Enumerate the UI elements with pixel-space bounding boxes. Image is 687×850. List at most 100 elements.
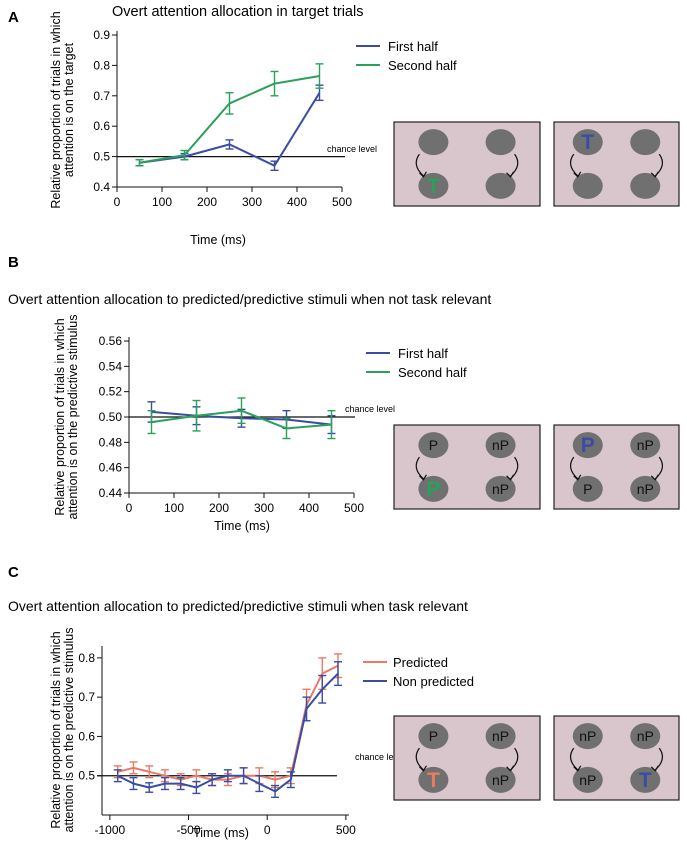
legend-c-label-non-predicted: Non predicted: [393, 674, 474, 689]
x-tick-label: 0: [114, 195, 121, 209]
stimulus-disc: [418, 766, 449, 793]
transition-arrow-head: [506, 765, 515, 772]
y-tick-label: 0.5: [78, 769, 95, 783]
y-tick-label: 0.9: [93, 28, 110, 42]
trial-box-frame: [393, 715, 541, 801]
stimulus-label: nP: [492, 772, 509, 788]
series-line: [117, 664, 339, 781]
y-tick-label: 0.56: [99, 334, 123, 348]
x-tick-label: 0: [126, 501, 133, 515]
stimulus-label: T: [581, 131, 594, 154]
stimulus-disc: [630, 475, 661, 502]
series-second-half: [135, 63, 324, 167]
transition-arrow-head: [418, 765, 427, 772]
stimulus-label: P: [581, 434, 595, 457]
trial-box: nP nP nP T: [553, 715, 680, 801]
chance-label: chance level: [345, 404, 395, 414]
stimulus-disc: [485, 723, 516, 750]
x-axis-label: Time (ms): [214, 519, 270, 533]
panel-b: B Overt attention allocation to predicte…: [8, 254, 680, 533]
stimulus-disc: [572, 475, 603, 502]
stimulus-disc: [572, 766, 603, 793]
panel-a-letter: A: [8, 9, 19, 26]
trial-box-frame: [553, 424, 680, 510]
x-tick-label: 300: [254, 501, 274, 515]
y-tick-label: 0.54: [99, 359, 123, 373]
transition-arrow-head: [418, 171, 427, 178]
transition-arrow: [569, 747, 579, 771]
stimulus-disc: [418, 723, 449, 750]
legend-a: First half Second half: [356, 39, 457, 73]
transition-arrow-head: [506, 474, 515, 481]
transition-arrow: [569, 456, 579, 480]
panel-b-title: Overt attention allocation to predicted/…: [8, 291, 491, 307]
chart-b: 0.44 0.46 0.48 0.50 0.52 0.54 0.56 0 100 200 300 40…: [53, 315, 395, 533]
y-axis-label-line: Relative proportion of trials in which: [53, 318, 67, 515]
transition-arrow-head: [573, 171, 582, 178]
y-tick-label: 0.7: [78, 690, 95, 704]
panel-a: A Overt attention allocation in target t…: [8, 4, 680, 247]
stimulus-disc: [418, 432, 449, 459]
y-axis-label-line: Relative proportion of trials in which: [49, 11, 63, 208]
x-axis-label: Time (ms): [190, 233, 246, 247]
x-tick-label: 400: [299, 501, 319, 515]
transition-arrow-head: [573, 474, 582, 481]
x-tick-label: 500: [344, 501, 364, 515]
stimulus-label: nP: [492, 481, 509, 497]
series-second-half: [147, 397, 336, 440]
stimulus-label: T: [427, 769, 440, 792]
transition-arrow: [415, 153, 424, 177]
stimulus-disc: [630, 129, 661, 156]
panel-c-title: Overt attention allocation to predicted/…: [8, 598, 468, 614]
x-tick-label: 200: [209, 501, 229, 515]
stimulus-disc: [418, 172, 449, 199]
y-tick-label: 0.5: [93, 150, 110, 164]
stimulus-disc: [418, 475, 449, 502]
transition-arrow-head: [650, 171, 659, 178]
y-tick-label: 0.4: [93, 180, 110, 194]
x-tick-label: 400: [287, 195, 307, 209]
stimulus-label: nP: [637, 437, 654, 453]
y-tick-label: 0.8: [93, 58, 110, 72]
transition-arrow-head: [650, 765, 659, 772]
stimulus-disc: [630, 766, 661, 793]
stimulus-disc: [485, 172, 516, 199]
x-tick-label: -1000: [95, 823, 126, 837]
stimulus-disc: [630, 432, 661, 459]
stimulus-label: nP: [579, 728, 596, 744]
x-tick-label: 0: [264, 823, 271, 837]
transition-arrow-head: [506, 171, 515, 178]
stimulus-disc: [485, 129, 516, 156]
stimulus-label: P: [429, 728, 438, 744]
x-tick-label: 100: [152, 195, 172, 209]
transition-arrow: [569, 153, 579, 177]
transition-arrow-head: [573, 765, 582, 772]
schematic-a: TT: [393, 121, 680, 207]
x-tick-label: 200: [197, 195, 217, 209]
stimulus-disc: [630, 172, 661, 199]
stimulus-label: P: [583, 481, 592, 497]
chance-label: chance level: [355, 752, 405, 762]
y-tick-label: 0.50: [99, 410, 123, 424]
y-tick-label: 0.7: [93, 89, 110, 103]
y-tick-label: 0.44: [99, 486, 123, 500]
trial-box: T: [393, 121, 541, 207]
legend-b: First half Second half: [366, 346, 467, 380]
y-tick-label: 0.48: [99, 435, 123, 449]
chance-label: chance level: [327, 144, 377, 154]
y-tick-label: 0.6: [78, 729, 95, 743]
transition-arrow: [415, 456, 424, 480]
stimulus-disc: [572, 172, 603, 199]
panel-b-letter: B: [8, 254, 19, 271]
y-tick-label: 0.6: [93, 119, 110, 133]
stimulus-label: T: [639, 769, 652, 792]
legend-b-label-first-half: First half: [398, 346, 448, 361]
legend-a-label-first-half: First half: [388, 39, 438, 54]
y-axis-label-line: Relative proportion of trials in which: [49, 631, 63, 828]
